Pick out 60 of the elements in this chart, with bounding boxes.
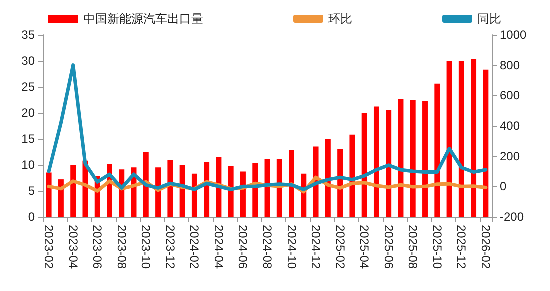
bar bbox=[471, 59, 477, 217]
x-tick-label: 2023-02 bbox=[42, 225, 56, 270]
bar bbox=[386, 110, 392, 217]
bar bbox=[289, 150, 294, 217]
x-tick-label: 2023-06 bbox=[90, 225, 105, 270]
bar bbox=[46, 172, 52, 217]
x-tick-label: 2023-12 bbox=[163, 225, 178, 270]
y2-tick-label: 200 bbox=[500, 149, 520, 164]
y-tick-label: 20 bbox=[22, 106, 36, 120]
y-tick-label: 30 bbox=[22, 54, 36, 68]
legend-label: 中国新能源汽车出口量 bbox=[84, 12, 204, 26]
bar bbox=[204, 162, 210, 217]
bar bbox=[325, 139, 331, 217]
x-tick-label: 2024-08 bbox=[260, 225, 274, 270]
bar bbox=[483, 70, 489, 217]
x-tick-label: 2023-08 bbox=[114, 225, 129, 270]
x-tick-label: 2025-02 bbox=[333, 225, 348, 270]
y-tick-label: 35 bbox=[22, 28, 36, 42]
y2-tick-label: 0 bbox=[500, 180, 507, 194]
y-tick-label: 0 bbox=[28, 210, 36, 224]
x-tick-label: 2023-04 bbox=[66, 225, 80, 270]
x-tick-label: 2025-04 bbox=[358, 225, 372, 270]
x-tick-label: 2025-12 bbox=[454, 225, 469, 270]
line-series bbox=[47, 64, 488, 192]
x-tick-label: 2024-04 bbox=[212, 225, 226, 270]
bar bbox=[434, 84, 440, 217]
y2-tick-label: 800 bbox=[500, 58, 520, 72]
x-tick-label: 2024-12 bbox=[309, 225, 324, 270]
x-tick-label: 2025-08 bbox=[406, 225, 420, 270]
bar bbox=[216, 157, 222, 217]
bar bbox=[143, 152, 149, 217]
bar bbox=[70, 165, 76, 217]
y2-tick-label: 400 bbox=[500, 119, 520, 133]
legend-label: 环比 bbox=[328, 12, 352, 26]
bar bbox=[240, 172, 246, 217]
x-tick-label: 2024-10 bbox=[284, 225, 299, 270]
bar bbox=[168, 160, 174, 217]
x-tick-label: 2026-02 bbox=[478, 225, 493, 270]
bar bbox=[410, 100, 416, 217]
x-tick-label: 2023-10 bbox=[139, 225, 154, 270]
x-tick-label: 2024-02 bbox=[188, 225, 202, 270]
x-tick-label: 2024-06 bbox=[236, 225, 250, 270]
y-tick-label: 15 bbox=[22, 132, 36, 146]
y2-tick-label: 600 bbox=[500, 88, 520, 103]
y2-tick-label: -200 bbox=[500, 210, 524, 224]
bar bbox=[374, 106, 380, 217]
y-tick-label: 25 bbox=[22, 80, 36, 94]
legend-label: 同比 bbox=[478, 12, 502, 26]
bar bbox=[362, 113, 368, 217]
bar bbox=[458, 61, 464, 217]
x-tick-label: 2025-10 bbox=[430, 225, 444, 270]
bar bbox=[180, 165, 186, 217]
bar bbox=[446, 61, 452, 217]
bar bbox=[228, 166, 234, 217]
y-tick-label: 5 bbox=[28, 184, 36, 198]
y-tick-label: 10 bbox=[22, 158, 36, 172]
x-tick-label: 2025-06 bbox=[382, 225, 396, 270]
y2-tick-label: 1000 bbox=[500, 28, 528, 42]
bar bbox=[422, 101, 428, 217]
bar bbox=[350, 134, 356, 217]
